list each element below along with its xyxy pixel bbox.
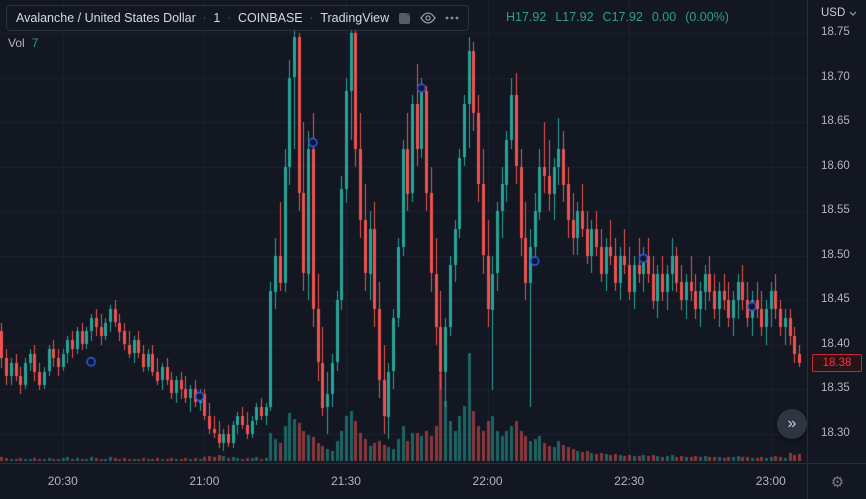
high-readout: H17.92 bbox=[506, 10, 547, 24]
volume-legend: Vol 7 bbox=[8, 36, 38, 50]
price-axis[interactable]: USD 18.75 18.70 18.65 18.60 18.55 18.50 18.45 1… bbox=[807, 0, 866, 463]
chevron-down-icon bbox=[849, 11, 857, 16]
settings-gear-icon[interactable]: ⚙ bbox=[830, 473, 845, 491]
close-readout: C17.92 bbox=[602, 10, 643, 24]
price-tick-label: 18.70 bbox=[821, 70, 850, 83]
low-readout: L17.92 bbox=[555, 10, 594, 24]
platform-label[interactable]: TradingView bbox=[320, 11, 390, 25]
chart-series-icon[interactable] bbox=[398, 12, 411, 25]
change-percent: (0.00%) bbox=[685, 10, 729, 24]
price-tick-label: 18.60 bbox=[821, 159, 850, 172]
price-chart-canvas[interactable] bbox=[0, 0, 807, 463]
time-tick-label: 20:30 bbox=[47, 474, 78, 488]
price-tick-label: 18.50 bbox=[821, 248, 850, 261]
time-tick-label: 21:00 bbox=[189, 474, 220, 488]
separator-dot: · bbox=[202, 12, 207, 24]
price-tick-label: 18.55 bbox=[821, 204, 850, 217]
separator-dot: · bbox=[227, 12, 232, 24]
more-options-icon[interactable] bbox=[445, 16, 459, 20]
price-tick-label: 18.35 bbox=[821, 382, 850, 395]
volume-label: Vol bbox=[8, 36, 25, 50]
currency-label: USD bbox=[821, 7, 846, 19]
eye-icon[interactable] bbox=[420, 12, 436, 24]
exchange-label[interactable]: COINBASE bbox=[238, 11, 303, 25]
interval-label[interactable]: 1 bbox=[213, 11, 221, 25]
price-tick-label: 18.65 bbox=[821, 115, 850, 128]
ohlc-legend: H17.92 L17.92 C17.92 0.00 (0.00%) bbox=[506, 10, 729, 24]
price-tick-label: 18.45 bbox=[821, 293, 850, 306]
time-axis[interactable]: 20:30 21:00 21:30 22:00 22:30 23:00 bbox=[0, 463, 807, 499]
time-tick-label: 23:00 bbox=[755, 474, 786, 488]
symbol-title[interactable]: Avalanche / United States Dollar bbox=[16, 11, 196, 25]
axis-settings-corner: ⚙ bbox=[807, 463, 866, 499]
time-tick-label: 22:30 bbox=[614, 474, 645, 488]
volume-value: 7 bbox=[31, 36, 39, 50]
separator-dot: · bbox=[309, 12, 314, 24]
go-to-realtime-button[interactable]: » bbox=[777, 409, 807, 439]
price-tick-label: 18.75 bbox=[821, 26, 850, 38]
symbol-legend[interactable]: Avalanche / United States Dollar · 1 · C… bbox=[6, 5, 470, 31]
price-tick-label: 18.30 bbox=[821, 426, 850, 439]
last-price-label: 18.38 bbox=[812, 353, 862, 372]
time-tick-label: 21:30 bbox=[330, 474, 361, 488]
change-value: 0.00 bbox=[651, 10, 677, 24]
time-tick-label: 22:00 bbox=[472, 474, 503, 488]
price-tick-label: 18.40 bbox=[821, 337, 850, 350]
currency-selector[interactable]: USD bbox=[821, 7, 857, 19]
